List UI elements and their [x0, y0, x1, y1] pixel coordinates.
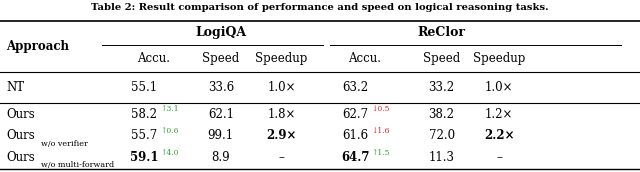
Text: 2.2×: 2.2× [484, 129, 515, 142]
Text: 61.6: 61.6 [342, 129, 368, 142]
Text: 58.2: 58.2 [131, 108, 157, 121]
Text: 1.8×: 1.8× [268, 108, 296, 121]
Text: –: – [496, 151, 502, 164]
Text: Accu.: Accu. [137, 52, 170, 65]
Text: Speed: Speed [202, 52, 239, 65]
Text: 1.0×: 1.0× [268, 81, 296, 94]
Text: ↑0.6: ↑0.6 [161, 127, 179, 135]
Text: 38.2: 38.2 [429, 108, 454, 121]
Text: ↓0.5: ↓0.5 [372, 105, 390, 113]
Text: Ours: Ours [6, 108, 35, 121]
Text: NT: NT [6, 81, 24, 94]
Text: 55.7: 55.7 [131, 129, 157, 142]
Text: 8.9: 8.9 [211, 151, 230, 164]
Text: Approach: Approach [6, 40, 69, 53]
Text: 99.1: 99.1 [208, 129, 234, 142]
Text: 55.1: 55.1 [131, 81, 157, 94]
Text: Speedup: Speedup [473, 52, 525, 65]
Text: ReClor: ReClor [417, 26, 466, 39]
Text: 64.7: 64.7 [341, 151, 369, 164]
Text: –: – [278, 151, 285, 164]
Text: Ours: Ours [6, 129, 35, 142]
Text: Ours: Ours [6, 151, 35, 164]
Text: ↑1.5: ↑1.5 [372, 149, 390, 157]
Text: LogiQA: LogiQA [195, 26, 246, 39]
Text: 1.2×: 1.2× [485, 108, 513, 121]
Text: ↓1.6: ↓1.6 [372, 127, 390, 135]
Text: 2.9×: 2.9× [266, 129, 297, 142]
Text: 33.2: 33.2 [429, 81, 454, 94]
Text: ↑3.1: ↑3.1 [161, 105, 179, 113]
Text: 62.7: 62.7 [342, 108, 368, 121]
Text: 33.6: 33.6 [207, 81, 234, 94]
Text: 63.2: 63.2 [342, 81, 368, 94]
Text: Table 2: Result comparison of performance and speed on logical reasoning tasks.: Table 2: Result comparison of performanc… [91, 3, 549, 12]
Text: 1.0×: 1.0× [485, 81, 513, 94]
Text: 62.1: 62.1 [208, 108, 234, 121]
Text: Speedup: Speedup [255, 52, 308, 65]
Text: 72.0: 72.0 [429, 129, 454, 142]
Text: Accu.: Accu. [348, 52, 381, 65]
Text: 11.3: 11.3 [429, 151, 454, 164]
Text: 59.1: 59.1 [130, 151, 158, 164]
Text: w/o verifier: w/o verifier [41, 140, 88, 148]
Text: w/o multi-forward: w/o multi-forward [41, 161, 114, 169]
Text: ↑4.0: ↑4.0 [161, 149, 179, 157]
Text: Speed: Speed [423, 52, 460, 65]
